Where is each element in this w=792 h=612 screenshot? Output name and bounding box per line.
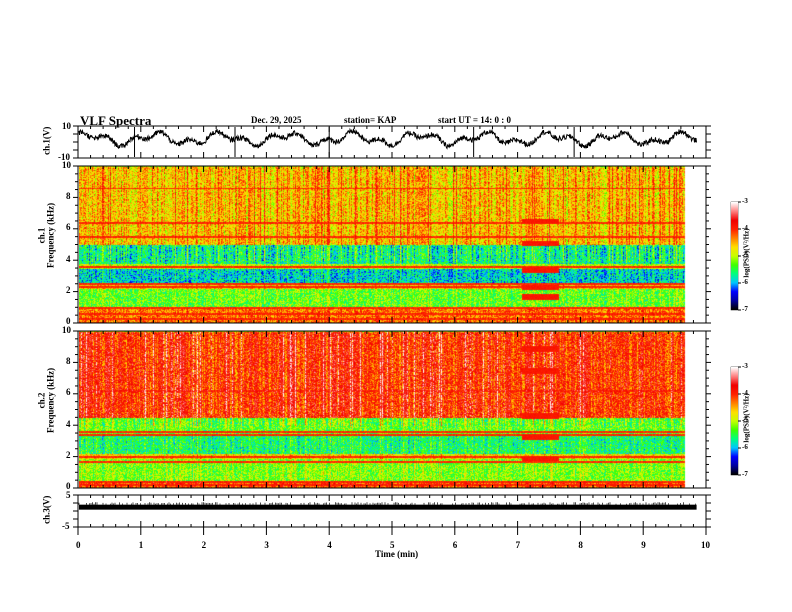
ch3-ytick: -5: [62, 521, 70, 531]
date-label: Dec. 29, 2025: [251, 115, 302, 125]
frequency-tick-label: 4: [66, 418, 71, 429]
frequency-tick-label: 8: [66, 191, 71, 202]
ch2-colorbar-label: log(PSD)(V²/Hz): [742, 393, 751, 443]
ch1-ytick: 10: [62, 121, 71, 131]
x-tick-label: 2: [201, 540, 207, 550]
ch3-ytick: 5: [66, 490, 71, 500]
frequency-tick-label: 10: [62, 325, 71, 335]
frequency-tick-label: 8: [66, 356, 71, 367]
x-tick-label: 0: [76, 540, 81, 550]
start-time-label: start UT = 14: 0 : 0: [438, 115, 511, 125]
station-label: station= KAP: [344, 115, 397, 125]
x-tick-label: 7: [515, 540, 521, 550]
colorbar-tick-label: -5: [742, 251, 748, 259]
colorbar-tick-label: -6: [742, 278, 748, 286]
ch1-spectrogram: [79, 166, 694, 323]
ch3-trace: [79, 504, 697, 510]
ch2-colorbar: [731, 367, 738, 475]
x-tick-label: 9: [641, 540, 646, 550]
frequency-tick-label: 4: [66, 253, 71, 264]
x-tick-label: 10: [701, 540, 710, 550]
x-tick-label: 3: [264, 540, 269, 550]
colorbar-tick-label: -4: [742, 389, 748, 397]
colorbar-tick-label: -5: [742, 416, 748, 424]
ch1-trace: [78, 127, 697, 150]
colorbar-tick-label: -3: [742, 362, 748, 370]
frequency-tick-label: 6: [66, 387, 71, 398]
ch3-trace-noise: [78, 502, 696, 505]
x-tick-label: 1: [138, 540, 144, 550]
frequency-tick-label: 0: [66, 316, 71, 326]
colorbar-tick-label: -3: [742, 197, 748, 205]
colorbar-tick-label: -6: [742, 443, 748, 451]
ch1-colorbar: [731, 202, 738, 310]
ch1-spectrogram-frame: [77, 165, 707, 324]
x-tick-label: 6: [452, 540, 458, 550]
frequency-tick-label: 10: [62, 160, 71, 170]
colorbar-tick-label: -7: [742, 470, 748, 478]
ch2-spectrogram-frame: [77, 330, 707, 489]
frequency-tick-label: 0: [66, 481, 71, 491]
x-tick-label: 8: [578, 540, 583, 550]
frequency-tick-label: 2: [66, 449, 71, 460]
x-tick-label: 4: [327, 540, 332, 550]
ch1-colorbar-label: log(PSD)(V²/Hz): [742, 228, 751, 278]
x-tick-label: 5: [390, 540, 395, 550]
frequency-tick-label: 2: [66, 284, 71, 295]
colorbar-tick-label: -7: [742, 305, 748, 313]
ch2-spectrogram: [79, 331, 694, 488]
x-axis-label: Time (min): [375, 549, 419, 559]
colorbar-tick-label: -4: [742, 224, 748, 232]
ch1-ytick: -10: [58, 152, 70, 162]
chart-title: VLF Spectra: [80, 113, 152, 128]
frequency-tick-label: 6: [66, 222, 71, 233]
